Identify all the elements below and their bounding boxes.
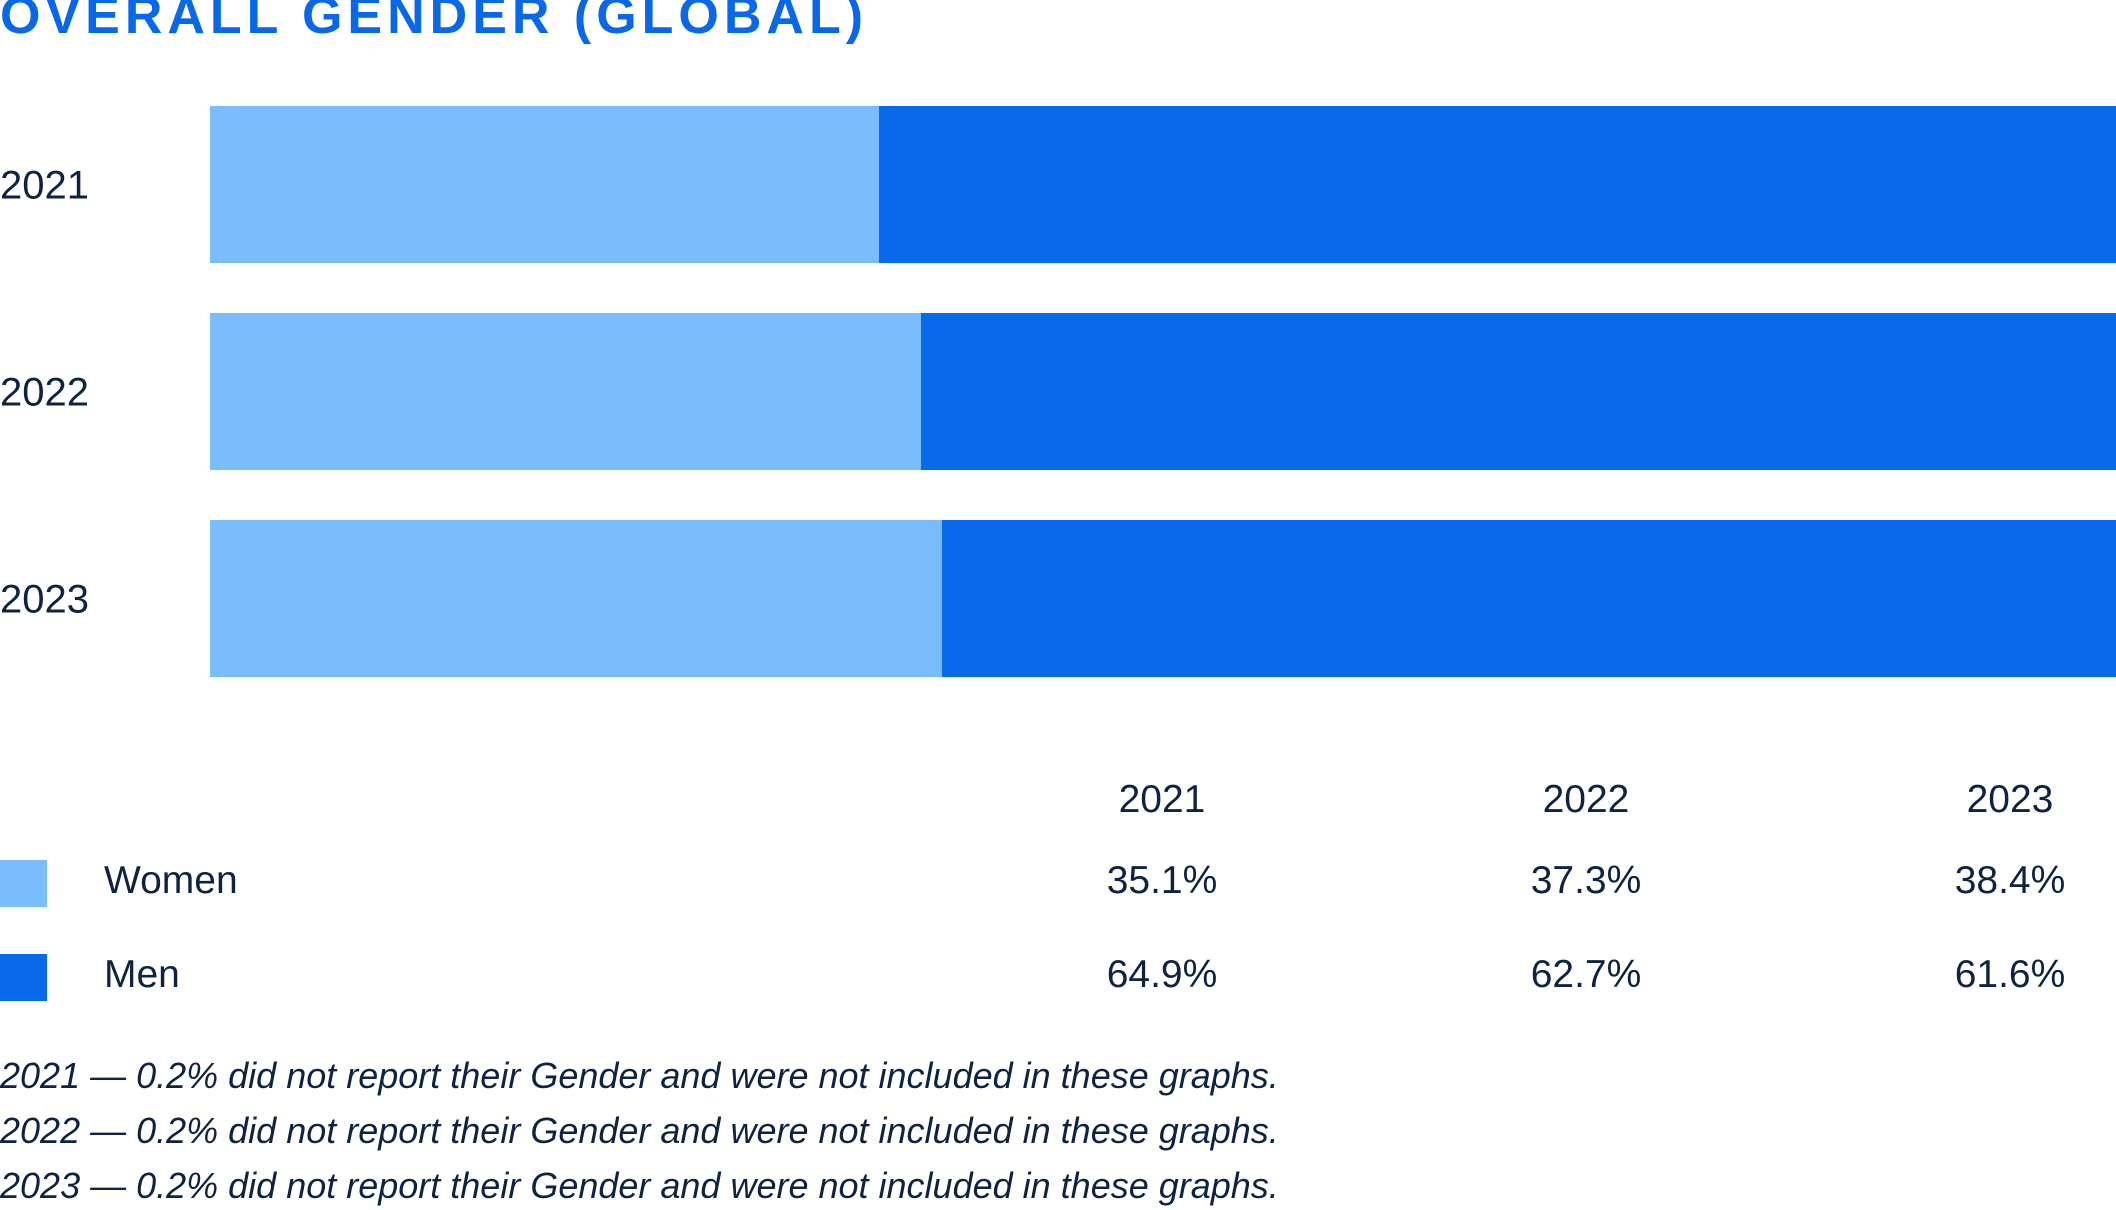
footnote-2023: 2023 — 0.2% did not report their Gender … bbox=[0, 1165, 1279, 1206]
category-label-2021: 2021 bbox=[0, 164, 89, 208]
table-header-2021: 2021 bbox=[1118, 778, 1206, 821]
bar-men-2022 bbox=[920, 313, 2116, 470]
legend-swatch-women bbox=[0, 860, 47, 907]
bar-women-2023 bbox=[210, 520, 942, 677]
bar-women-2022 bbox=[210, 313, 921, 470]
bar-men-2023 bbox=[941, 520, 2116, 677]
women-value-2023: 38.4% bbox=[1954, 859, 2066, 902]
legend-label-men: Men bbox=[104, 953, 180, 996]
legend-label-women: Women bbox=[104, 859, 238, 902]
footnote-2022: 2022 — 0.2% did not report their Gender … bbox=[0, 1110, 1279, 1151]
legend-swatch-men bbox=[0, 954, 47, 1001]
stacked-bar-chart: 2021 2022 2023 bbox=[0, 106, 2116, 677]
table-header-2022: 2022 bbox=[1542, 778, 1630, 821]
table-header-2023: 2023 bbox=[1966, 778, 2054, 821]
bar-women-2021 bbox=[210, 106, 880, 263]
chart-title: OVERALL GENDER (GLOBAL) bbox=[0, 0, 869, 45]
women-value-2022: 37.3% bbox=[1530, 859, 1642, 902]
footnote-2021: 2021 — 0.2% did not report their Gender … bbox=[0, 1055, 1279, 1096]
men-value-2023: 61.6% bbox=[1954, 953, 2066, 996]
category-label-2022: 2022 bbox=[0, 371, 89, 415]
category-label-2023: 2023 bbox=[0, 578, 89, 622]
bar-men-2021 bbox=[879, 106, 2116, 263]
men-value-2022: 62.7% bbox=[1530, 953, 1642, 996]
men-value-2021: 64.9% bbox=[1106, 953, 1218, 996]
women-value-2021: 35.1% bbox=[1106, 859, 1218, 902]
